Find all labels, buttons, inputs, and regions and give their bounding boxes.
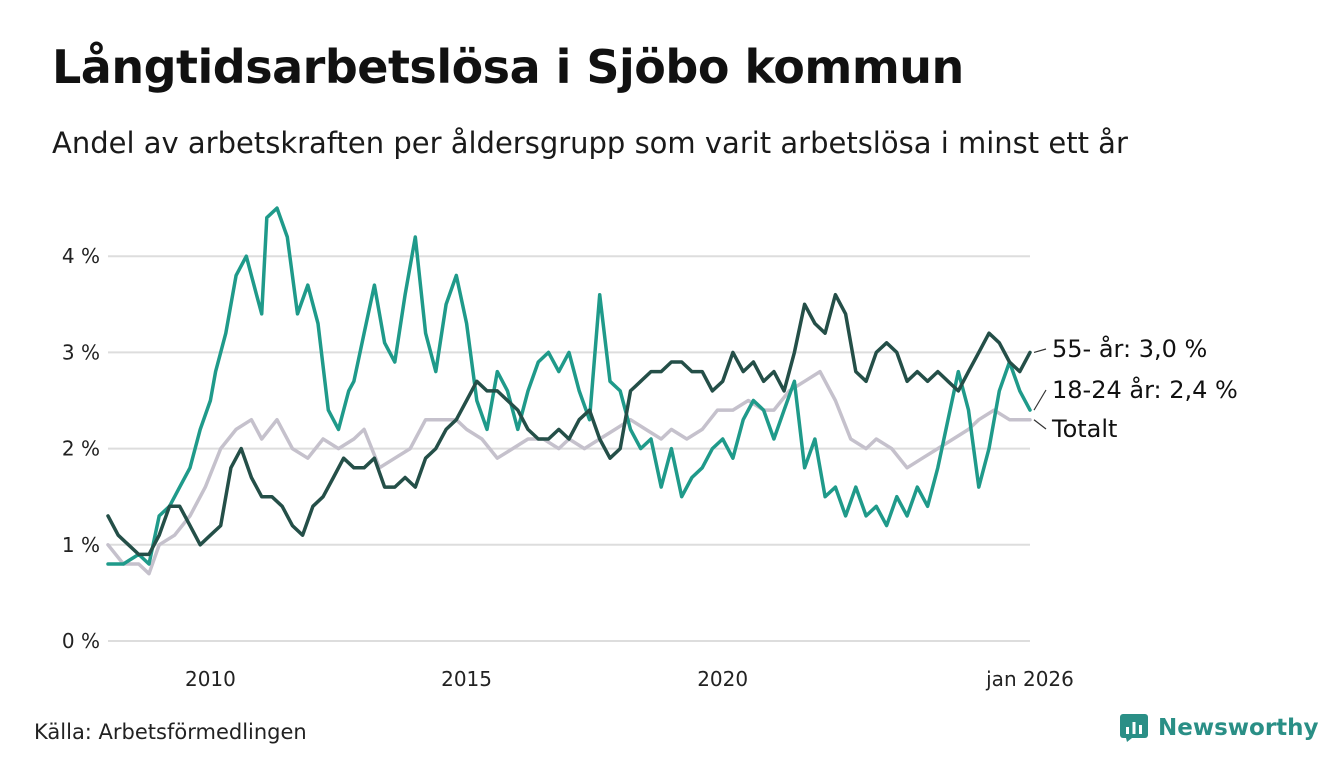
x-tick-label: 2015 <box>441 667 492 691</box>
x-axis: 2010 2015 2020 jan 2026 <box>185 667 1074 691</box>
series-label-totalt: Totalt <box>1051 415 1117 443</box>
y-tick-label: 1 % <box>62 533 100 557</box>
series-line-totalt <box>106 369 1032 576</box>
x-tick-label: 2010 <box>185 667 236 691</box>
y-tick-label: 2 % <box>62 437 100 461</box>
label-leader <box>1033 348 1047 353</box>
series-line-age18_24 <box>106 206 1032 566</box>
series-label-age55: 55- år: 3,0 % <box>1052 334 1207 363</box>
source-note: Källa: Arbetsförmedlingen <box>34 720 307 744</box>
y-tick-label: 3 % <box>62 340 100 364</box>
chart-icon <box>1120 714 1148 742</box>
label-leader <box>1033 389 1047 411</box>
series-label-age18_24: 18-24 år: 2,4 % <box>1052 375 1238 404</box>
chart-title: Långtidsarbetslösa i Sjöbo kommun <box>52 40 964 94</box>
y-tick-label: 4 % <box>62 244 100 268</box>
x-tick-label: jan 2026 <box>985 667 1074 691</box>
series-line-age55 <box>106 292 1032 557</box>
x-tick-label: 2020 <box>697 667 748 691</box>
brand-name: Newsworthy <box>1158 715 1319 741</box>
y-axis: 0 % 1 % 2 % 3 % 4 % <box>62 244 100 653</box>
series-lines <box>106 206 1032 576</box>
brand-logo: Newsworthy <box>1120 714 1319 742</box>
label-leader <box>1033 419 1047 430</box>
series-labels: Totalt 18-24 år: 2,4 % 55- år: 3,0 % <box>1033 334 1238 443</box>
chart-subtitle: Andel av arbetskraften per åldersgrupp s… <box>52 126 1128 160</box>
y-tick-label: 0 % <box>62 629 100 653</box>
